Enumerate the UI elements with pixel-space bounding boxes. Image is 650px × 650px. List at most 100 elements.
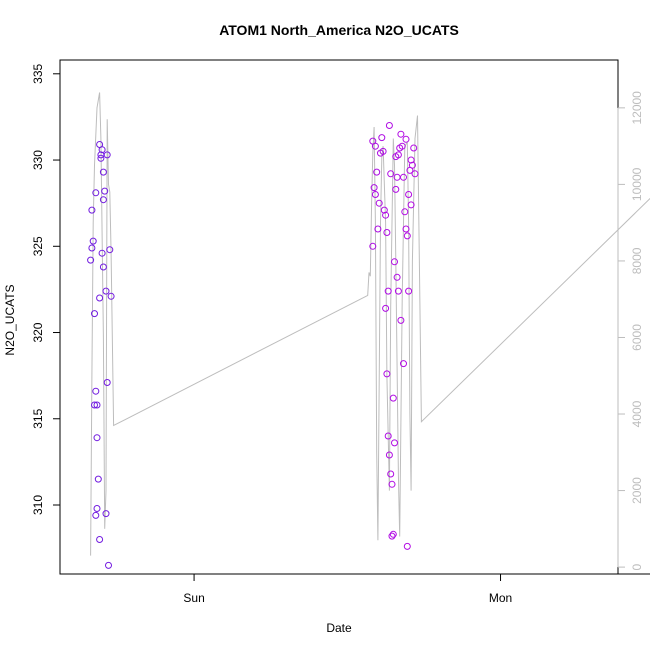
data-point <box>391 439 398 447</box>
data-point <box>101 187 109 195</box>
x-axis-label: Date <box>326 621 352 635</box>
data-point <box>371 142 379 150</box>
data-point <box>394 287 402 295</box>
data-point <box>385 122 393 129</box>
data-point <box>408 161 416 169</box>
y2-tick-label: 0 <box>630 563 644 570</box>
data-point <box>378 134 386 142</box>
data-point <box>410 144 418 152</box>
y-tick-label: 315 <box>31 408 45 428</box>
data-point <box>387 470 395 478</box>
data-point <box>103 151 111 159</box>
data-point <box>102 510 110 518</box>
data-point <box>98 146 106 154</box>
data-point <box>388 532 396 540</box>
y2-tick-label: 6000 <box>630 324 644 351</box>
data-point <box>398 142 406 150</box>
data-point <box>370 184 378 192</box>
x-axis: SunMonTue <box>183 573 650 605</box>
data-point <box>374 225 382 233</box>
right-axis-line-layer <box>90 92 650 556</box>
data-point <box>98 249 106 257</box>
data-point <box>403 542 411 550</box>
y-tick-label: 330 <box>31 150 45 170</box>
x-tick-label: Sun <box>183 591 204 605</box>
points-layer <box>87 122 419 569</box>
y2-tick-label: 12000 <box>630 91 644 125</box>
y2-tick-label: 10000 <box>630 167 644 201</box>
data-point <box>102 287 110 295</box>
data-point <box>96 536 104 543</box>
data-point <box>407 156 415 164</box>
data-point <box>393 273 401 281</box>
data-point <box>392 153 400 161</box>
data-point <box>97 154 105 162</box>
data-point <box>382 211 390 219</box>
y-tick-label: 325 <box>31 236 45 256</box>
data-point <box>384 287 392 295</box>
data-point <box>379 147 387 155</box>
data-point <box>93 505 101 512</box>
data-point <box>391 258 398 266</box>
data-point <box>397 316 405 324</box>
y-axis-right: 0 2000 4000 6000 8000 10000 12000 <box>617 91 644 570</box>
data-point <box>92 387 100 395</box>
data-point <box>384 432 392 440</box>
data-point <box>405 287 413 295</box>
data-point <box>106 246 114 254</box>
data-point <box>373 168 381 176</box>
data-point <box>389 394 397 402</box>
data-point <box>382 304 390 312</box>
x-tick-label: Mon <box>489 591 512 605</box>
data-point <box>92 511 100 519</box>
data-point <box>387 170 395 178</box>
data-point <box>99 168 107 176</box>
data-point <box>94 475 102 483</box>
data-point <box>99 263 107 271</box>
data-point <box>388 480 396 488</box>
data-point <box>91 310 98 318</box>
data-point <box>91 401 98 409</box>
y-tick-label: 320 <box>31 322 45 342</box>
y-axis-label: N2O_UCATS <box>3 284 17 355</box>
data-point <box>375 199 383 207</box>
data-point <box>93 401 101 409</box>
data-point <box>87 256 95 264</box>
y-tick-label: 335 <box>31 63 45 83</box>
data-point <box>92 189 100 197</box>
data-point <box>383 229 391 236</box>
data-point <box>392 185 400 193</box>
data-point <box>89 237 97 245</box>
data-point <box>380 206 388 214</box>
data-point <box>99 196 107 204</box>
y2-tick-label: 8000 <box>630 247 644 274</box>
data-point <box>369 242 377 250</box>
data-point <box>103 379 111 386</box>
data-point <box>405 191 413 198</box>
data-point <box>93 434 101 442</box>
chart-title: ATOM1 North_America N2O_UCATS <box>219 22 459 38</box>
data-point <box>88 244 96 252</box>
data-point <box>105 561 112 569</box>
data-point <box>400 360 407 368</box>
data-point <box>385 451 393 459</box>
data-point <box>383 370 391 378</box>
data-point <box>389 530 397 538</box>
data-point <box>88 206 96 214</box>
data-point <box>403 232 411 240</box>
y-tick-label: 310 <box>31 495 45 515</box>
series-line <box>90 92 650 556</box>
data-point <box>411 170 419 178</box>
data-point <box>407 201 415 209</box>
y2-tick-label: 4000 <box>630 400 644 427</box>
data-point <box>397 130 405 138</box>
data-point <box>107 292 115 300</box>
data-point <box>96 294 104 302</box>
data-point <box>402 225 410 233</box>
data-point <box>400 173 407 181</box>
data-point <box>402 135 410 143</box>
plot-frame <box>59 59 619 575</box>
y-axis-left: 310 315 320 325 330 335 <box>31 63 61 515</box>
data-point <box>401 208 409 216</box>
